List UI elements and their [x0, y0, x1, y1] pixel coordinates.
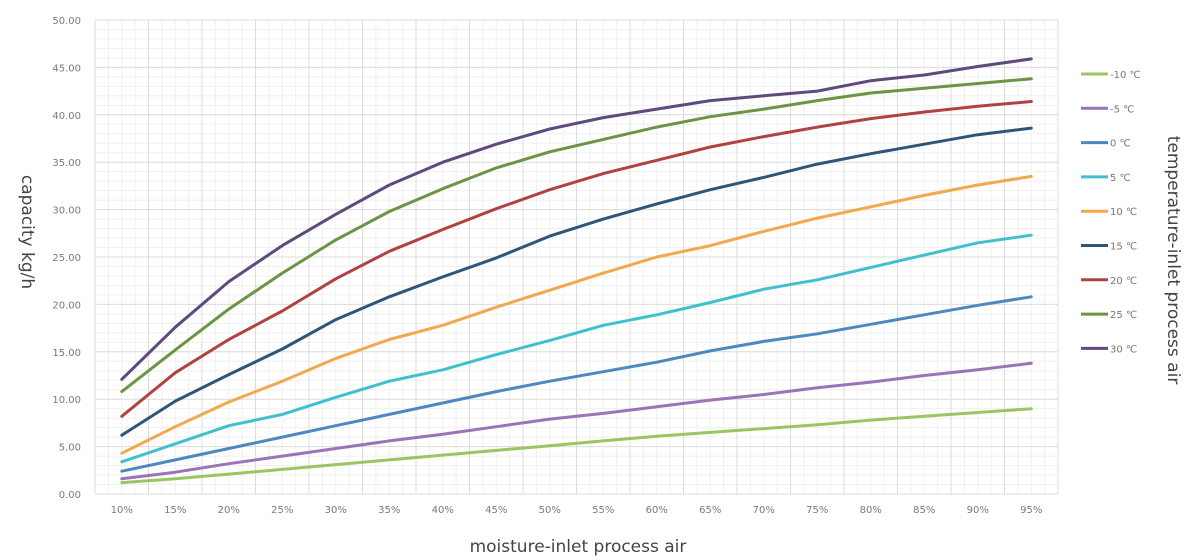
- legend-item-label: -5 ℃: [1110, 104, 1134, 115]
- y-tick-label: 50.00: [52, 16, 81, 27]
- x-tick-label: 35%: [378, 505, 400, 516]
- y-tick-label: 20.00: [52, 300, 81, 311]
- y-tick-label: 40.00: [52, 111, 81, 122]
- y-tick-label: 35.00: [52, 158, 81, 169]
- y-tick-label: 0.00: [59, 490, 81, 501]
- x-tick-label: 15%: [164, 505, 186, 516]
- x-tick-label: 85%: [913, 505, 935, 516]
- legend-item-label: -10 ℃: [1110, 70, 1141, 81]
- x-tick-label: 60%: [646, 505, 668, 516]
- y-tick-label: 5.00: [59, 443, 81, 454]
- x-tick-label: 25%: [271, 505, 293, 516]
- legend-item-label: 20 ℃: [1110, 276, 1137, 287]
- x-tick-label: 90%: [967, 505, 989, 516]
- x-tick-label: 40%: [432, 505, 454, 516]
- x-tick-label: 70%: [753, 505, 775, 516]
- legend-item-label: 10 ℃: [1110, 207, 1137, 218]
- series-line: [120, 100, 1033, 418]
- y-tick-label: 30.00: [52, 206, 81, 217]
- x-tick-label: 55%: [592, 505, 614, 516]
- series-line: [120, 361, 1033, 481]
- x-tick-label: 95%: [1020, 505, 1042, 516]
- series-line: [120, 174, 1033, 455]
- x-tick-label: 65%: [699, 505, 721, 516]
- x-tick-label: 75%: [806, 505, 828, 516]
- x-tick-label: 10%: [111, 505, 133, 516]
- legend-item-label: 15 ℃: [1110, 242, 1137, 253]
- y-tick-label: 45.00: [52, 63, 81, 74]
- legend-title: temperature-inlet process air: [1163, 136, 1183, 385]
- x-tick-label: 50%: [539, 505, 561, 516]
- x-axis-ticks: 10% 15% 20% 25% 30% 35% 40% 45% 50% 55% 60% 65% 70% 7…: [111, 505, 1043, 516]
- y-tick-label: 15.00: [52, 348, 81, 359]
- legend-item-label: 0 ℃: [1110, 139, 1131, 150]
- series-line: [120, 57, 1033, 381]
- legend-item-label: 25 ℃: [1110, 310, 1137, 321]
- series-line: [120, 407, 1033, 485]
- series-line: [120, 233, 1033, 464]
- legend: -10 ℃ -5 ℃ 0 ℃ 5 ℃ 10 ℃ 15 ℃ 20 ℃ 25 ℃ 30 ℃: [1081, 70, 1141, 355]
- x-tick-label: 45%: [485, 505, 507, 516]
- y-tick-label: 10.00: [52, 395, 81, 406]
- legend-item-label: 5 ℃: [1110, 173, 1131, 184]
- series-line: [120, 77, 1033, 394]
- x-axis-title: moisture-inlet process air: [470, 537, 687, 557]
- y-axis-title: capacity kg/h: [17, 175, 37, 289]
- series-line: [120, 295, 1033, 473]
- series-lines: [120, 57, 1033, 485]
- y-axis-ticks: 0.00 5.00 10.00 15.00 20.00 25.00 30.00 35.00 40…: [52, 16, 81, 501]
- x-tick-label: 30%: [325, 505, 347, 516]
- x-tick-label: 80%: [860, 505, 882, 516]
- x-tick-label: 20%: [218, 505, 240, 516]
- legend-item-label: 30 ℃: [1110, 344, 1137, 355]
- series-line: [120, 126, 1033, 437]
- y-tick-label: 25.00: [52, 253, 81, 264]
